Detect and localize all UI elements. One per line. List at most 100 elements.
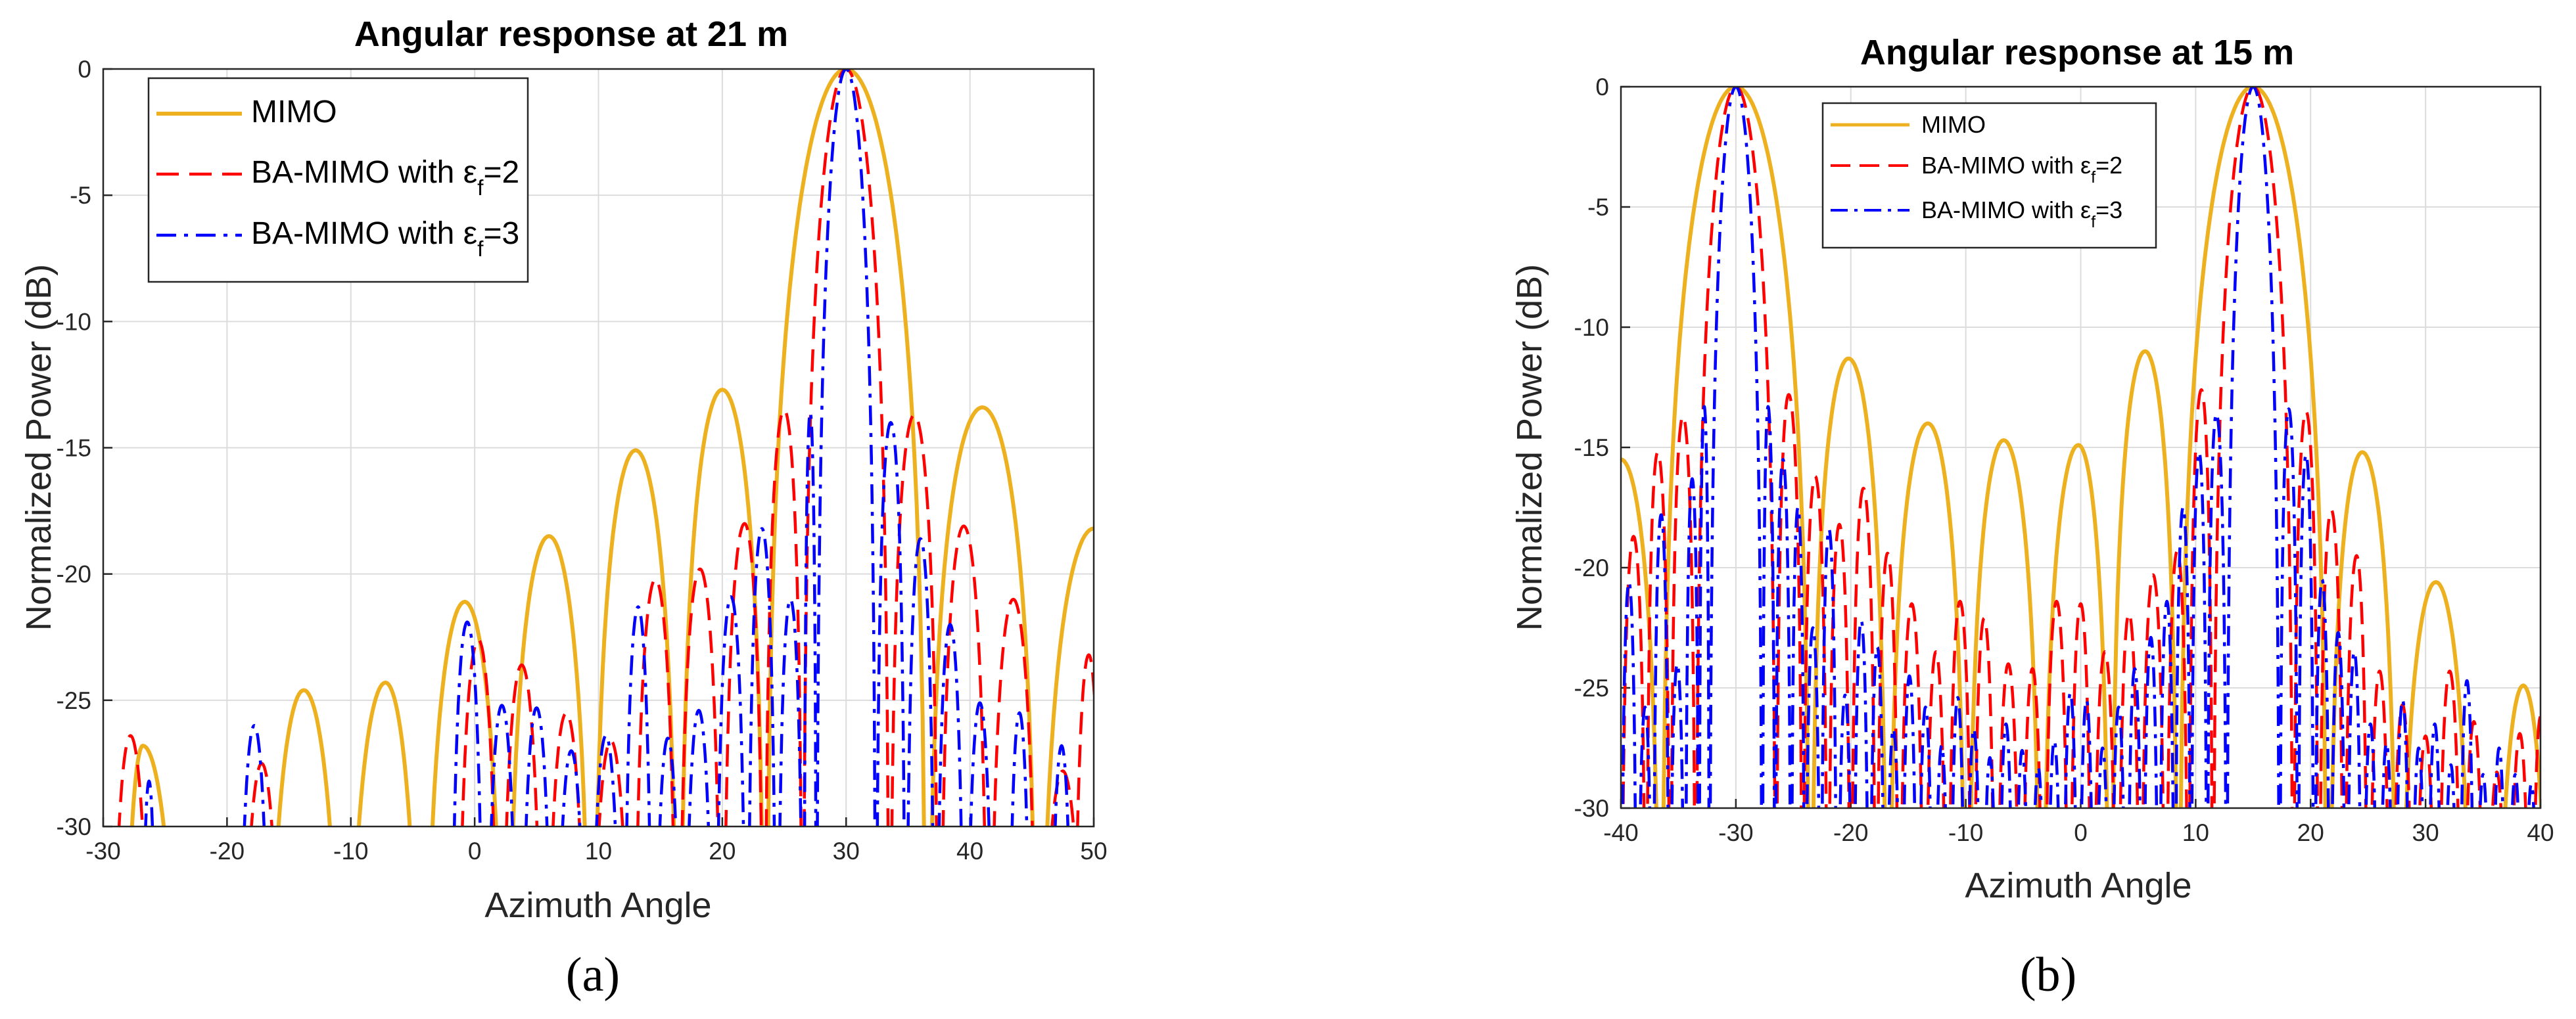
chart-a-ba-mimo-with-f-3-side-lobe (969, 701, 991, 827)
chart-a-ba-mimo-with-f-2-side-lobe (941, 524, 986, 827)
chart-b-ba-mimo-with-f-2-side-lobe (2023, 667, 2042, 808)
chart-b-axes-box (1620, 85, 2542, 809)
chart-b-ba-mimo-with-f-3-side-lobe (1951, 696, 1964, 808)
chart-b-ba-mimo-with-f-3-side-lobe (2364, 722, 2376, 808)
chart-b-mimo-side-lobe (1811, 356, 1887, 808)
chart-b-ba-mimo-with-f-3-side-lobe (2314, 578, 2330, 808)
chart-a-ba-mimo-with-f-3-main-lobe (816, 69, 877, 827)
chart-b-xtick-label: -10 (1948, 819, 1983, 846)
chart-b-ba-mimo-with-f-2-side-lobe (1670, 415, 1697, 808)
chart-a-ytick-label: -15 (57, 435, 91, 462)
chart-b-ba-mimo-with-f-2-side-lobe (2293, 409, 2319, 808)
chart-b-ba-mimo-with-f-3-side-lobe (2297, 453, 2315, 808)
chart-b-ba-mimo-with-f-3-side-lobe (2510, 773, 2520, 808)
chart-b-ba-mimo-with-f-3-side-lobe (1854, 619, 1869, 808)
chart-a-ba-mimo-with-f-3-side-lobe (937, 623, 963, 827)
chart-b-ba-mimo-with-f-3-main-lobe (2226, 87, 2280, 808)
chart-b-legend: MIMO BA-MIMO with εf=2 BA-MIMO with εf=3 (1821, 102, 2157, 249)
chart-b-legend-box (1821, 102, 2157, 249)
chart-b-ytick-label: -25 (1574, 675, 1609, 702)
chart-b-ba-mimo-with-f-3-side-lobe (2190, 451, 2208, 808)
chart-b-ba-mimo-with-f-3-side-lobe (1984, 756, 1995, 808)
chart-b-ytick-label: -20 (1574, 555, 1609, 581)
chart-a-xtick-label: 20 (709, 838, 736, 865)
chart-b-ba-mimo-with-f-2-side-lobe (1926, 650, 1946, 808)
chart-b-ba-mimo-with-f-3-side-lobe (1902, 674, 1917, 808)
chart-a-x-tick-labels: -30 -20 -10 0 10 20 30 40 50 (85, 838, 1107, 865)
chart-b-ba-mimo-with-f-3-side-lobe (2128, 667, 2142, 808)
chart-b-mimo-side-lobe (1890, 421, 1965, 808)
chart-a-mimo-main-lobe (766, 69, 926, 827)
chart-b: Angular response at 15 m 0 -5 -10 -15 -20 -25… (1510, 33, 2554, 1002)
chart-b-ba-mimo-with-f-3-side-lobe (2097, 746, 2108, 808)
chart-b-ba-mimo-with-f-3-side-lobe (2279, 407, 2299, 808)
chart-b-x-axis-label: Azimuth Angle (1965, 866, 2191, 905)
chart-a-mimo-side-lobe (680, 388, 764, 827)
chart-a-ba-mimo-with-f-3-side-lobe (688, 708, 711, 827)
chart-a-xtick-label: 40 (956, 838, 983, 865)
chart-a-ba-mimo-with-f-3-side-lobe (625, 605, 651, 827)
panel-label-a: (a) (566, 948, 620, 1002)
chart-a-ba-mimo-with-f-2-side-lobe (1050, 769, 1075, 827)
chart-b-ba-mimo-with-f-3-side-lobe (1838, 693, 1852, 808)
chart-b-x-tick-labels: -40 -30 -20 -10 0 10 20 30 40 (1603, 819, 2554, 846)
chart-b-ba-mimo-with-f-2-side-lobe (2418, 734, 2433, 808)
chart-b-ba-mimo-with-f-2-side-lobe (1622, 535, 1646, 808)
chart-b-ba-mimo-with-f-3-side-lobe (1621, 580, 1637, 808)
chart-b-ytick-label: -30 (1574, 795, 1609, 822)
chart-b-xtick-label: 40 (2527, 819, 2554, 846)
chart-a-mimo-side-lobe (129, 744, 166, 827)
chart-a-xtick-label: 50 (1080, 838, 1107, 865)
chart-b-ba-mimo-with-f-3-side-lobe (2000, 722, 2012, 808)
chart-a-mimo-side-lobe (595, 448, 676, 827)
chart-b-ba-mimo-with-f-3-side-lobe (1870, 645, 1885, 808)
chart-b-ba-mimo-with-f-3-side-lobe (2159, 599, 2175, 808)
chart-a-ba-mimo-with-f-3-side-lobe (748, 527, 776, 827)
chart-a-axes-box (102, 68, 1095, 828)
chart-b-mimo-side-lobe (1969, 438, 2040, 808)
chart-b-ba-mimo-with-f-2-side-lobe (2319, 508, 2344, 808)
chart-a-ytick-label: 0 (78, 56, 91, 83)
chart-a-ba-mimo-with-f-3-side-lobe (490, 704, 514, 827)
chart-b-ba-mimo-with-f-2-side-lobe (2045, 599, 2068, 808)
chart-a-xtick-label: -30 (85, 838, 120, 865)
chart-a-xtick-label: 0 (468, 838, 482, 865)
chart-a-ytick-label: -25 (57, 687, 91, 714)
chart-b-xtick-label: 10 (2182, 819, 2209, 846)
chart-b-ba-mimo-with-f-3-side-lobe (1685, 477, 1700, 808)
chart-b-ba-mimo-with-f-2-main-lobe (2213, 87, 2294, 808)
chart-a-ba-mimo-with-f-2-side-lobe (890, 413, 939, 827)
chart-a-mimo-side-lobe (511, 534, 587, 827)
chart-b-ba-mimo-with-f-2-main-lobe (1695, 87, 1777, 808)
chart-b-ba-mimo-with-f-2-side-lobe (1851, 486, 1876, 808)
chart-a-ba-mimo-with-f-2-side-lobe (1076, 653, 1094, 827)
panel-label-b: (b) (2020, 948, 2076, 1002)
chart-b-ba-mimo-with-f-3-side-lobe (1805, 626, 1821, 808)
chart-b-ba-mimo-with-f-3-side-lobe (1639, 706, 1652, 808)
chart-a-x-axis-label: Azimuth Angle (484, 886, 711, 925)
chart-a-series-group (117, 69, 1094, 827)
chart-a-xtick-label: -20 (210, 838, 245, 865)
chart-b-y-tick-labels: 0 -5 -10 -15 -20 -25 -30 (1574, 74, 1609, 822)
chart-a-y-tick-labels: 0 -5 -10 -15 -20 -25 -30 (57, 56, 91, 840)
chart-b-mimo-side-lobe (1621, 457, 1658, 808)
chart-b-ba-mimo-with-f-3-main-lobe (1708, 87, 1764, 808)
chart-b-ba-mimo-with-f-3-side-lobe (2017, 748, 2028, 808)
chart-b-ba-mimo-with-f-3-side-lobe (2206, 412, 2228, 808)
chart-a-ba-mimo-with-f-3-side-lobe (803, 411, 818, 827)
chart-a-ytick-label: -10 (57, 308, 91, 335)
chart-b-ba-mimo-with-f-2-side-lobe (2512, 732, 2527, 808)
chart-a-xtick-label: 10 (585, 838, 612, 865)
chart-a-ba-mimo-with-f-2-side-lobe (117, 734, 144, 827)
chart-b-ba-mimo-with-f-3-side-lobe (2347, 650, 2362, 808)
chart-b-mimo-main-lobe (1661, 87, 1810, 808)
chart-b-ba-mimo-with-f-2-side-lobe (2370, 669, 2389, 808)
chart-b-ytick-label: 0 (1595, 74, 1609, 101)
chart-b-mimo-side-lobe (2503, 683, 2541, 808)
chart-a-ba-mimo-with-f-2-side-lobe (636, 577, 675, 827)
chart-b-ba-mimo-with-f-3-side-lobe (1698, 405, 1711, 808)
chart-a-ba-mimo-with-f-3-side-lobe (778, 597, 803, 827)
chart-b-ba-mimo-with-f-2-side-lobe (2188, 388, 2214, 808)
chart-b-ba-mimo-with-f-2-side-lobe (2071, 602, 2091, 808)
chart-a-ba-mimo-with-f-2-side-lobe (764, 408, 803, 827)
